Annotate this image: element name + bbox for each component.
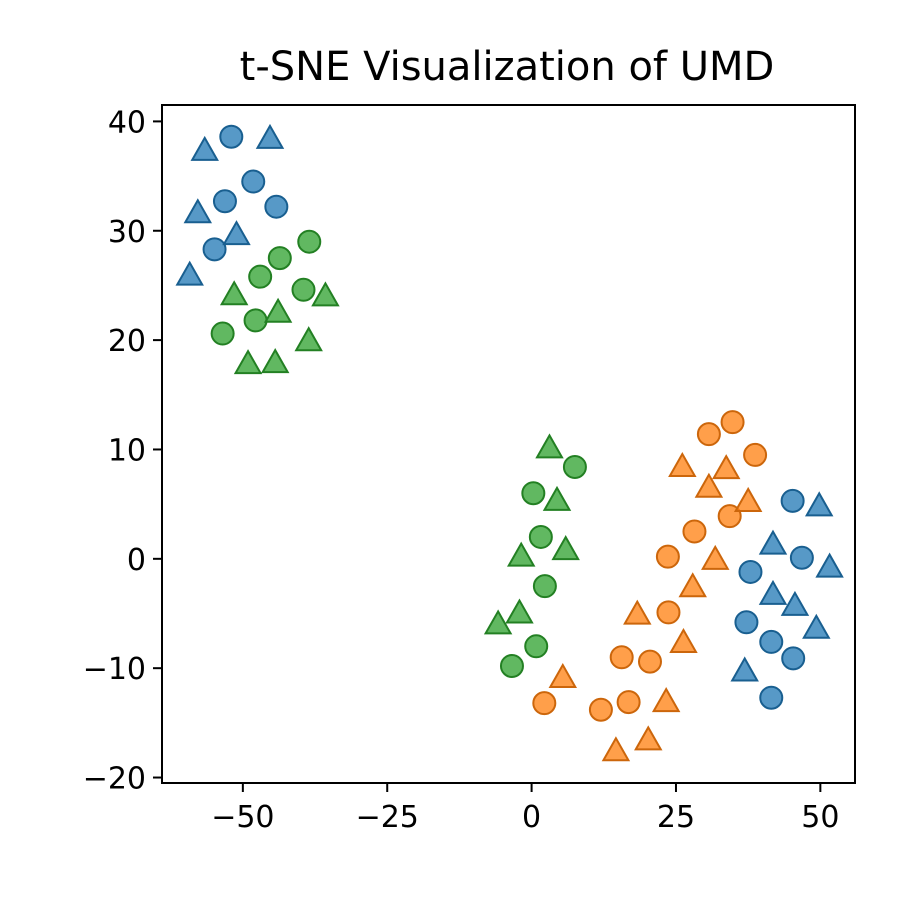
series-1-circle-point-11 [781, 646, 806, 671]
x-tick-label-4: 25 [657, 800, 695, 835]
series-1-circle-point-2 [241, 169, 266, 194]
series-2-triangle-point-7 [623, 599, 652, 625]
y-tick-label-1: −20 [83, 762, 146, 797]
series-2-circle-point-11 [588, 697, 613, 722]
y-tick-label-4: 10 [108, 433, 146, 468]
series-2-circle-point-5 [682, 519, 707, 544]
series-1-triangle-point-7 [758, 529, 788, 555]
series-2-circle-point-3 [743, 442, 768, 467]
series-3-triangle-point-3 [263, 297, 293, 323]
series-3-triangle-point-11 [505, 598, 534, 624]
series-2-circle-point-12 [616, 690, 641, 715]
series-2-triangle-point-12 [601, 736, 631, 762]
x-tick-label-1: −50 [211, 800, 274, 835]
series-2-triangle-point-3 [694, 472, 724, 498]
x-tick-label-2: −25 [356, 800, 419, 835]
series-1-triangle-point-5 [175, 260, 204, 286]
series-1-circle-point-9 [734, 610, 759, 635]
series-1-triangle-point-2 [255, 123, 285, 149]
series-3-circle-point-3 [248, 264, 273, 289]
series-1-circle-point-12 [759, 685, 784, 710]
y-tick-label-7: 40 [108, 105, 146, 140]
series-2-circle-point-1 [696, 422, 721, 447]
series-1-triangle-point-1 [190, 135, 219, 161]
series-3-triangle-point-5 [233, 349, 263, 375]
series-3-circle-point-4 [291, 277, 316, 302]
series-1-triangle-point-11 [802, 613, 831, 639]
data-marks [175, 123, 844, 762]
plot-frame [161, 104, 856, 784]
series-3-circle-point-5 [243, 308, 268, 333]
series-2-triangle-point-10 [651, 687, 681, 713]
series-3-triangle-point-8 [542, 485, 572, 511]
series-1-triangle-point-10 [780, 590, 810, 616]
series-3-triangle-point-2 [311, 281, 340, 307]
series-3-circle-point-8 [521, 481, 546, 506]
series-1-circle-point-7 [789, 545, 814, 570]
series-3-circle-point-10 [532, 574, 557, 599]
series-3-triangle-point-6 [260, 348, 290, 374]
x-tick-label-5: 50 [801, 800, 839, 835]
series-3-circle-point-1 [297, 229, 322, 254]
series-2-circle-point-10 [532, 691, 557, 716]
series-1-triangle-point-4 [222, 220, 251, 246]
y-tick-label-6: 30 [108, 215, 146, 250]
series-3-triangle-point-4 [294, 326, 323, 352]
y-axis: −20 −10 0 10 20 30 40 [83, 105, 162, 797]
series-1-circle-point-3 [212, 189, 237, 214]
series-2-triangle-point-2 [711, 454, 741, 480]
series-3-triangle-point-1 [219, 280, 249, 306]
series-3-triangle-point-7 [535, 433, 564, 459]
series-2-circle-point-7 [656, 600, 681, 625]
series-1-triangle-point-6 [804, 491, 834, 517]
y-tick-label-2: −10 [83, 652, 146, 687]
series-3-circle-point-6 [210, 321, 235, 346]
series-1-triangle-point-12 [730, 656, 759, 682]
series-2-triangle-point-5 [701, 544, 730, 570]
series-1-circle-point-8 [738, 559, 763, 584]
series-2-triangle-point-6 [678, 572, 707, 598]
series-2-triangle-point-9 [548, 662, 578, 689]
series-1-triangle-point-8 [815, 552, 844, 578]
series-1-circle-point-1 [219, 124, 244, 149]
chart-title: t-SNE Visualization of UMD [240, 44, 775, 90]
series-2-circle-point-6 [655, 544, 680, 569]
series-2-triangle-point-1 [668, 451, 697, 477]
series-2-circle-point-8 [609, 645, 634, 670]
series-3-circle-point-9 [528, 524, 553, 549]
y-tick-label-5: 20 [108, 324, 146, 359]
series-3-triangle-point-10 [551, 535, 580, 561]
series-3-circle-point-2 [267, 246, 292, 271]
series-2-triangle-point-4 [733, 486, 763, 512]
series-2-circle-point-2 [720, 410, 745, 435]
series-1-circle-point-10 [759, 629, 784, 654]
series-1-circle-point-6 [780, 488, 805, 513]
series-3-triangle-point-9 [506, 541, 536, 567]
x-axis: −50 −25 0 25 50 [211, 783, 839, 835]
series-3-circle-point-7 [562, 454, 587, 479]
series-1-triangle-point-9 [758, 579, 788, 605]
series-2-triangle-point-8 [669, 628, 698, 654]
series-2-triangle-point-11 [634, 725, 663, 751]
series-2-circle-point-9 [637, 649, 662, 674]
series-3-triangle-point-12 [483, 609, 513, 635]
series-1-circle-point-4 [264, 194, 289, 219]
y-tick-label-3: 0 [127, 543, 146, 578]
x-tick-label-3: 0 [522, 800, 541, 835]
series-3-circle-point-11 [524, 634, 549, 659]
series-1-triangle-point-3 [183, 198, 213, 224]
series-1-circle-point-5 [202, 237, 227, 262]
series-3-circle-point-12 [499, 653, 524, 678]
